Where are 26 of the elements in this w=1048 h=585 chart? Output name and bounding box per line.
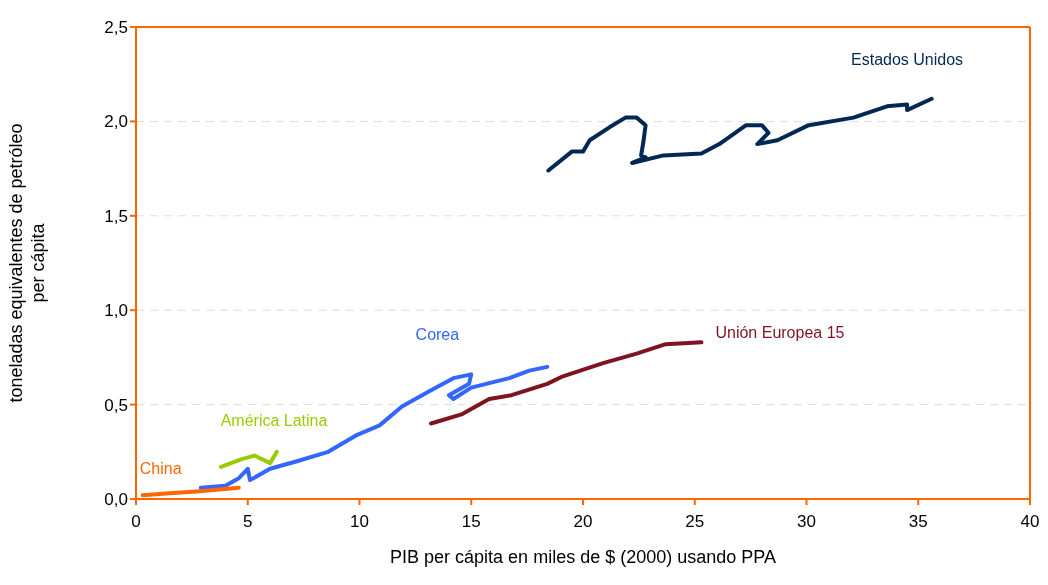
line-series bbox=[429, 340, 704, 426]
y-tick-label: 2,0 bbox=[104, 112, 128, 132]
x-axis-title: PIB per cápita en miles de $ (2000) usando PPA bbox=[390, 547, 776, 567]
y-axis-title: toneladas equivalentes de petróleo per cápita bbox=[6, 123, 48, 403]
y-tick-label: 0,0 bbox=[104, 490, 128, 510]
x-tick-label: 15 bbox=[461, 512, 481, 531]
annotation: América Latina bbox=[220, 411, 328, 429]
x-tick-label: 5 bbox=[243, 512, 253, 531]
y-tick-label: 1,5 bbox=[104, 206, 128, 226]
annotation: Corea bbox=[415, 325, 460, 343]
x-tick-label: 40 bbox=[1020, 512, 1040, 531]
line-series bbox=[198, 364, 550, 490]
annotation: Estados Unidos bbox=[851, 50, 964, 68]
x-tick-label: 30 bbox=[797, 512, 816, 531]
line-series bbox=[218, 449, 279, 469]
annotation: China bbox=[139, 459, 182, 477]
annotation: Unión Europea 15 bbox=[715, 323, 845, 341]
y-tick-label: 1,0 bbox=[104, 301, 128, 321]
x-tick-label: 0 bbox=[131, 512, 141, 531]
x-tick-label: 20 bbox=[573, 512, 593, 531]
y-tick-label: 2,5 bbox=[104, 18, 128, 38]
x-tick-label: 10 bbox=[350, 512, 369, 531]
x-tick-label: 25 bbox=[685, 512, 705, 531]
y-tick-label: 0,5 bbox=[104, 395, 128, 415]
x-tick-label: 35 bbox=[908, 512, 928, 531]
line-series bbox=[546, 96, 934, 173]
